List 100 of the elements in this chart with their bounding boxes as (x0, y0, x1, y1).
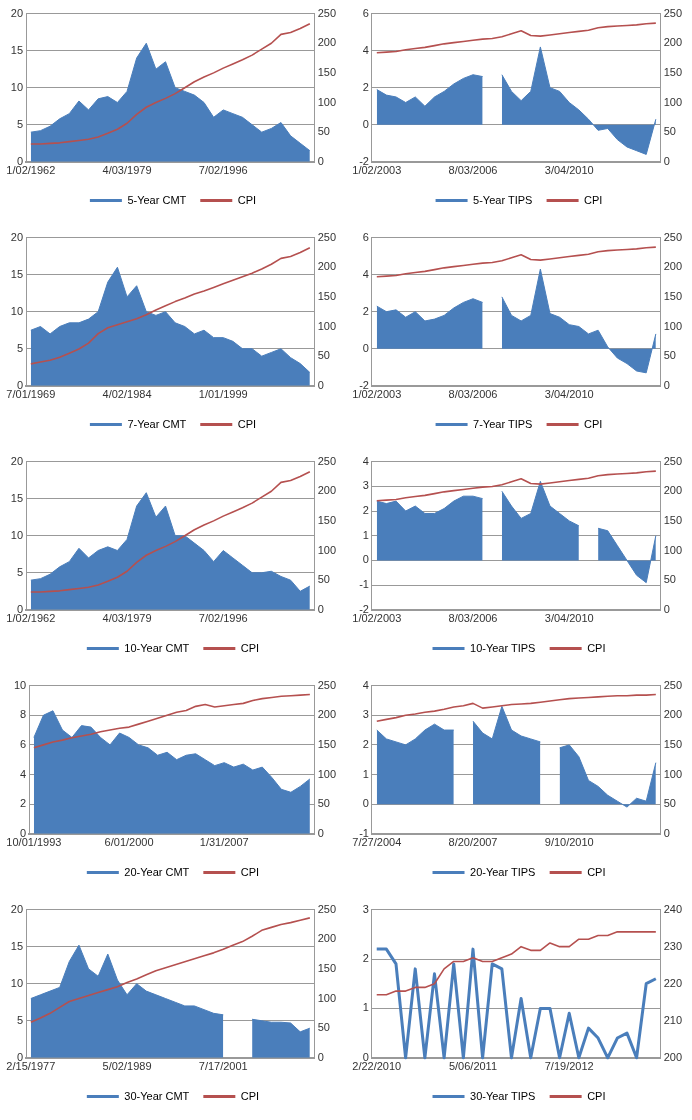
x-tick-label: 2/15/1977 (6, 1060, 56, 1073)
y-tick-label: -1 (359, 578, 369, 591)
y-tick-label: 4 (362, 267, 369, 280)
legend-label: 10-Year CMT (124, 641, 190, 654)
y-tick-label: 4 (20, 767, 27, 780)
y2-tick-label: 0 (663, 826, 670, 839)
y2-tick-label: 150 (317, 737, 337, 750)
x-tick-label: 4/03/1979 (102, 164, 152, 177)
legend-label: CPI (240, 641, 260, 654)
y2-tick-label: 250 (317, 678, 337, 691)
x-tick-label: 5/02/1989 (102, 1060, 152, 1073)
y-tick-label: 4 (362, 454, 369, 467)
legend-label: 20-Year CMT (124, 865, 190, 878)
y2-tick-label: 150 (317, 961, 337, 974)
legend-label: CPI (587, 641, 606, 654)
legend-label: 30-Year TIPS (470, 1089, 536, 1102)
y2-tick-label: 0 (317, 602, 324, 615)
y2-tick-label: 0 (317, 154, 324, 167)
x-tick-label: 7/27/2004 (352, 836, 402, 849)
y2-tick-label: 50 (317, 797, 330, 810)
y-tick-label: -2 (359, 154, 369, 167)
y2-tick-label: 50 (317, 573, 330, 586)
y-tick-label: 0 (16, 602, 24, 615)
y-tick-label: 5 (16, 1013, 24, 1026)
y2-tick-label: 0 (663, 602, 670, 615)
y-tick-label: 10 (10, 304, 24, 317)
y2-tick-label: 200 (663, 1050, 683, 1063)
y-tick-label: 6 (362, 6, 369, 19)
y-tick-label: 6 (20, 737, 27, 750)
y-tick-label: 0 (20, 826, 27, 839)
y2-tick-label: 200 (317, 36, 337, 49)
y-tick-label: 2 (362, 304, 369, 317)
y-tick-label: 15 (10, 43, 24, 56)
y2-tick-label: 200 (317, 932, 337, 945)
y-tick-label: 20 (10, 454, 24, 467)
y2-tick-label: 200 (663, 260, 683, 273)
x-tick-label: 1/31/2007 (199, 836, 249, 849)
y-tick-label: 0 (362, 341, 369, 354)
y2-tick-label: 100 (663, 543, 683, 556)
y2-tick-label: 240 (663, 902, 683, 915)
y2-tick-label: 0 (317, 826, 324, 839)
y-tick-label: 3 (362, 479, 369, 492)
x-tick-label: 7/19/2012 (544, 1060, 594, 1073)
y2-tick-label: 250 (317, 902, 337, 915)
legend-label: CPI (237, 193, 257, 206)
x-tick-label: 4/03/1979 (102, 612, 152, 625)
legend-label: CPI (587, 865, 606, 878)
x-tick-label: 10/01/1993 (6, 836, 62, 849)
y-tick-label: 10 (10, 80, 24, 93)
legend-label: CPI (587, 1089, 606, 1102)
y-tick-label: 8 (20, 708, 27, 721)
y-tick-label: 2 (362, 737, 369, 750)
y2-tick-label: 0 (663, 154, 670, 167)
legend-label: 7-Year TIPS (473, 417, 533, 430)
x-tick-label: 6/01/2000 (104, 836, 154, 849)
y2-tick-label: 0 (317, 1050, 324, 1063)
y-tick-label: 0 (362, 117, 369, 130)
y2-tick-label: 50 (317, 349, 330, 362)
x-tick-label: 8/03/2006 (448, 164, 498, 177)
y2-tick-label: 100 (317, 95, 337, 108)
y-tick-label: 1 (362, 1001, 369, 1014)
y2-tick-label: 200 (663, 36, 683, 49)
y-tick-label: 0 (16, 378, 24, 391)
y2-tick-label: 230 (663, 939, 683, 952)
x-tick-label: 5/06/2011 (448, 1060, 498, 1073)
x-tick-label: 1/02/2003 (352, 164, 402, 177)
y2-tick-label: 150 (663, 289, 683, 302)
legend-label: 5-Year CMT (127, 193, 187, 206)
y-tick-label: 20 (10, 6, 24, 19)
y2-tick-label: 100 (317, 319, 337, 332)
y-tick-label: 0 (16, 1050, 24, 1063)
y2-tick-label: 150 (663, 65, 683, 78)
y2-tick-label: 200 (317, 260, 337, 273)
y2-tick-label: 100 (663, 319, 683, 332)
y2-tick-label: 100 (317, 991, 337, 1004)
y2-tick-label: 200 (663, 484, 683, 497)
y2-tick-label: 100 (317, 543, 337, 556)
x-tick-label: 7/17/2001 (198, 1060, 248, 1073)
y2-tick-label: 150 (317, 513, 337, 526)
x-tick-label: 7/02/1996 (198, 612, 248, 625)
y-tick-label: 4 (362, 678, 369, 691)
y2-tick-label: 50 (317, 125, 330, 138)
y2-tick-label: 250 (317, 6, 337, 19)
y2-tick-label: 200 (317, 708, 337, 721)
y2-tick-label: 0 (317, 378, 324, 391)
y2-tick-label: 200 (663, 708, 683, 721)
y2-tick-label: 210 (663, 1013, 683, 1026)
x-tick-label: 7/02/1996 (198, 164, 248, 177)
x-tick-label: 9/10/2010 (544, 836, 594, 849)
y2-tick-label: 250 (663, 678, 683, 691)
legend-label: 10-Year TIPS (470, 641, 536, 654)
y2-tick-label: 150 (663, 737, 683, 750)
y2-tick-label: 150 (663, 513, 683, 526)
y2-tick-label: 150 (317, 289, 337, 302)
y2-tick-label: 250 (663, 6, 683, 19)
y-tick-label: 2 (362, 952, 369, 965)
y-tick-label: -2 (359, 602, 369, 615)
y2-tick-label: 200 (317, 484, 337, 497)
y-tick-label: 2 (362, 504, 369, 517)
y2-tick-label: 100 (663, 767, 683, 780)
